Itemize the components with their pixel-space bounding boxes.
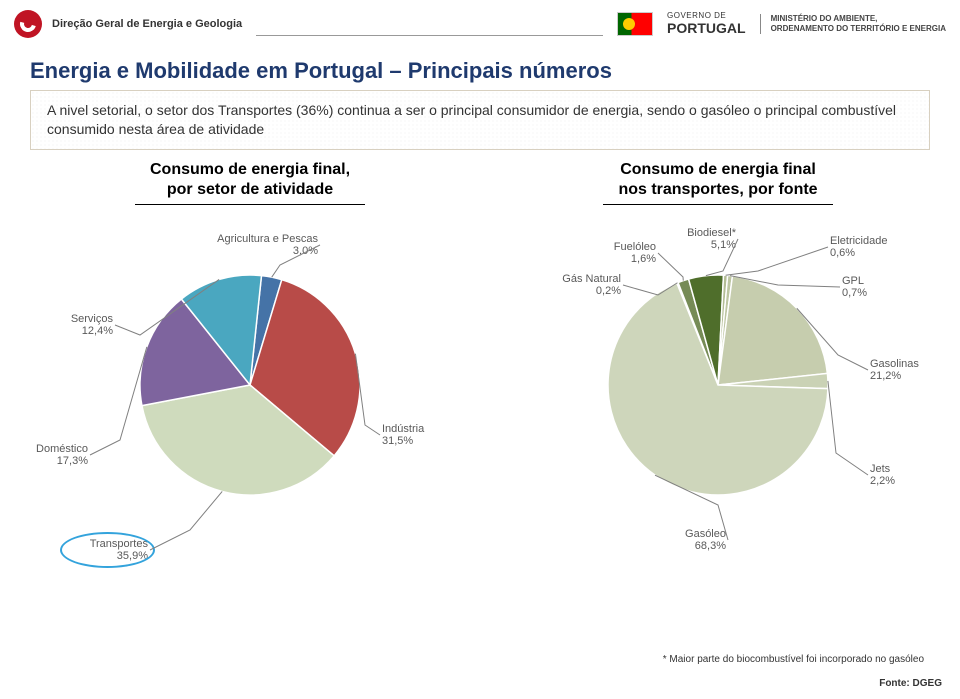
leader-line xyxy=(828,381,868,475)
intro-wrapper: A nivel setorial, o setor dos Transporte… xyxy=(0,90,960,156)
ministry-line2: ORDENAMENTO DO TERRITÓRIO E ENERGIA xyxy=(771,24,946,34)
footnote: * Maior parte do biocombustível foi inco… xyxy=(663,654,924,665)
chart1-title-l2: por setor de atividade xyxy=(167,181,333,198)
page-title: Energia e Mobilidade em Portugal – Princ… xyxy=(0,48,960,90)
intro-text: A nivel setorial, o setor dos Transporte… xyxy=(30,90,930,150)
chart1-title-l1: Consumo de energia final, xyxy=(150,161,350,178)
chart2-title-l2: nos transportes, por fonte xyxy=(618,181,817,198)
leader-line xyxy=(706,239,738,276)
ministry-block: MINISTÉRIO DO AMBIENTE, ORDENAMENTO DO T… xyxy=(760,14,946,35)
leader-line xyxy=(150,491,222,550)
header-divider xyxy=(256,13,603,36)
portugal-flag-icon xyxy=(617,12,653,36)
leader-line xyxy=(658,253,683,281)
charts-row: Consumo de energia final, por setor de a… xyxy=(0,156,960,585)
chart1-pie: Agricultura e Pescas3,0%Indústria31,5%Tr… xyxy=(20,205,480,585)
leader-line xyxy=(726,247,828,275)
chart1-column: Consumo de energia final, por setor de a… xyxy=(20,160,480,585)
source-label: Fonte: DGEG xyxy=(879,678,942,689)
ministry-line1: MINISTÉRIO DO AMBIENTE, xyxy=(771,14,946,24)
chart2-column: Consumo de energia final nos transportes… xyxy=(488,160,948,585)
leader-line xyxy=(90,347,147,455)
dgeg-name: Direção Geral de Energia e Geologia xyxy=(52,18,242,30)
dgeg-logo-icon xyxy=(14,10,42,38)
chart2-pie: Gás Natural0,2%Fuelóleo1,6%Biodiesel*5,1… xyxy=(488,205,948,585)
leader-line xyxy=(272,245,320,277)
government-block: GOVERNO DE PORTUGAL xyxy=(667,12,746,35)
chart2-title-l1: Consumo de energia final xyxy=(620,161,816,178)
header-left: Direção Geral de Energia e Geologia xyxy=(14,10,242,38)
page-header: Direção Geral de Energia e Geologia GOVE… xyxy=(0,0,960,48)
chart1-title: Consumo de energia final, por setor de a… xyxy=(135,160,365,205)
chart2-title: Consumo de energia final nos transportes… xyxy=(603,160,833,205)
pie-slice xyxy=(718,276,827,385)
header-right: GOVERNO DE PORTUGAL MINISTÉRIO DO AMBIEN… xyxy=(617,12,946,36)
gov-name: PORTUGAL xyxy=(667,21,746,36)
